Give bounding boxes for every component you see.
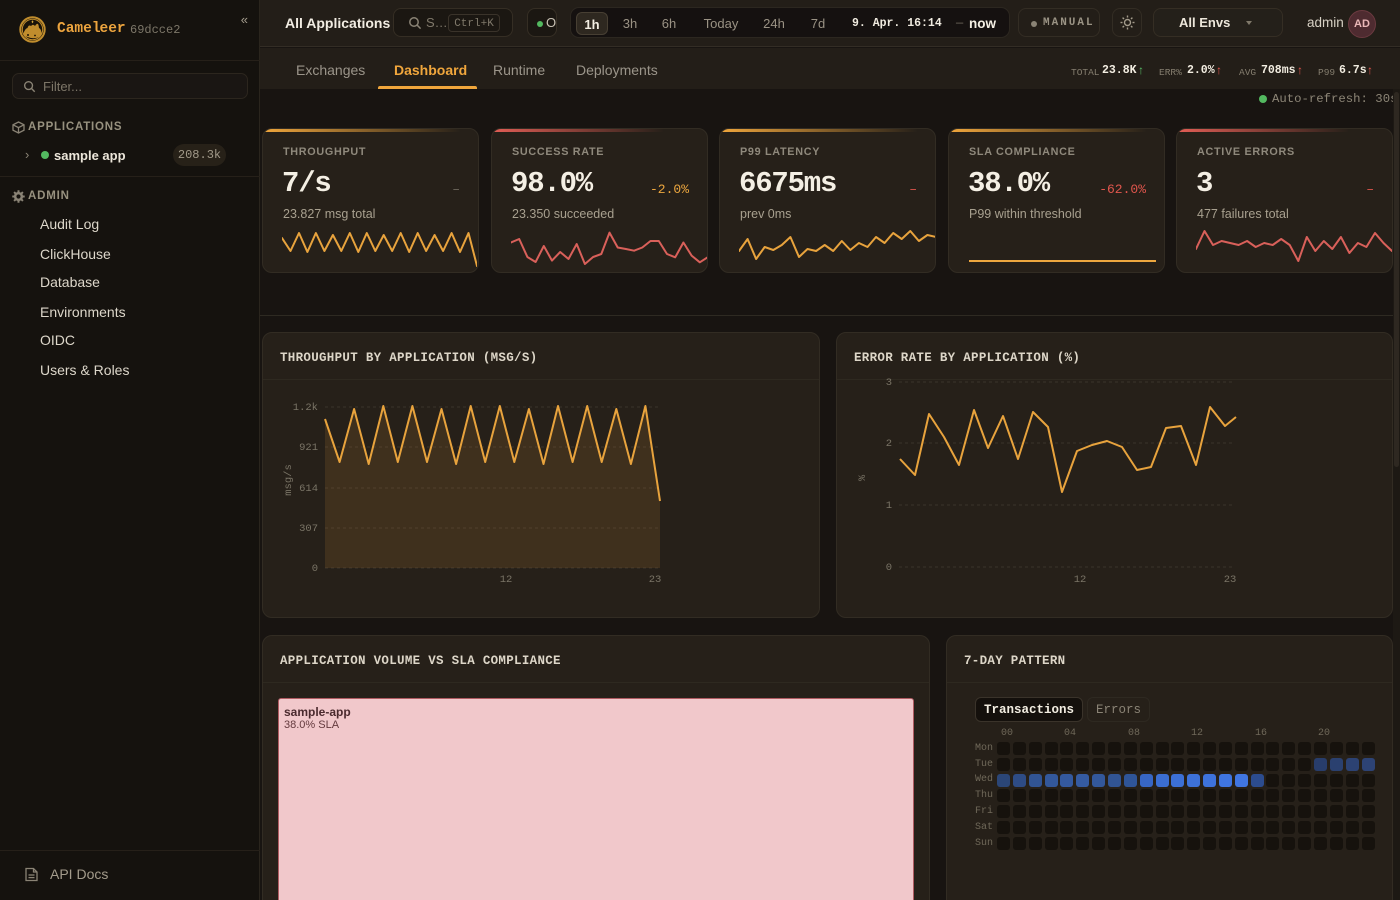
svg-text:1: 1 xyxy=(886,500,892,512)
svg-text:12: 12 xyxy=(1074,574,1087,586)
svg-text:307: 307 xyxy=(299,523,318,535)
svg-text:23: 23 xyxy=(1224,574,1237,586)
svg-text:msg/s: msg/s xyxy=(283,464,295,496)
svg-text:1.2k: 1.2k xyxy=(293,402,318,414)
svg-text:23: 23 xyxy=(649,574,662,586)
svg-text:%: % xyxy=(857,474,869,481)
svg-text:3: 3 xyxy=(886,378,892,389)
svg-text:0: 0 xyxy=(886,562,892,574)
svg-text:614: 614 xyxy=(299,483,318,495)
svg-text:0: 0 xyxy=(312,563,318,575)
svg-text:2: 2 xyxy=(886,438,892,450)
svg-text:12: 12 xyxy=(500,574,513,586)
svg-text:921: 921 xyxy=(299,442,318,454)
